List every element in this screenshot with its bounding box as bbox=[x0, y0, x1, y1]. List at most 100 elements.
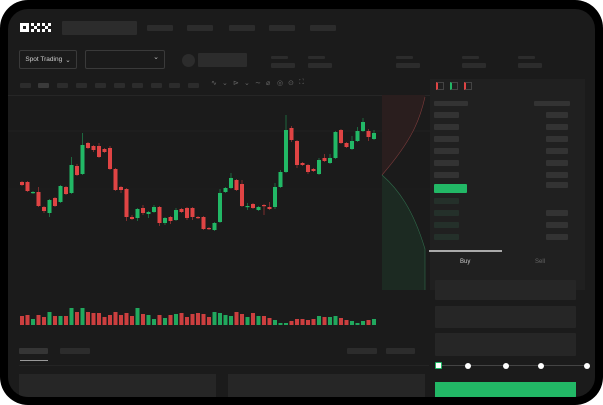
ask-price bbox=[434, 172, 459, 178]
timeframe-button[interactable] bbox=[169, 83, 180, 88]
volume-bar bbox=[185, 317, 189, 325]
chevron-down-icon[interactable]: ⌄ bbox=[244, 80, 250, 87]
order-book-header bbox=[534, 101, 570, 106]
candlestick-chart[interactable] bbox=[8, 9, 430, 329]
fullscreen-icon[interactable]: ⛶ bbox=[299, 79, 304, 86]
bottom-action[interactable] bbox=[347, 348, 377, 354]
candle-body bbox=[306, 165, 310, 172]
tab-order-history[interactable] bbox=[60, 348, 90, 354]
ask-price bbox=[434, 148, 459, 154]
stat-value bbox=[518, 63, 542, 68]
candle-body bbox=[317, 160, 321, 174]
nav-item[interactable] bbox=[187, 25, 213, 31]
tab-open-orders[interactable] bbox=[19, 348, 48, 354]
volume-bar bbox=[355, 323, 360, 325]
candle-body bbox=[218, 193, 222, 222]
slider-stop[interactable] bbox=[503, 363, 509, 369]
timeframe-button[interactable] bbox=[95, 83, 106, 88]
timeframe-button[interactable] bbox=[76, 83, 87, 88]
candle-body bbox=[212, 223, 217, 230]
timeframe-button[interactable] bbox=[151, 83, 162, 88]
candle-body bbox=[245, 206, 250, 208]
order-book-asks-icon[interactable] bbox=[464, 82, 472, 90]
timeframe-button[interactable] bbox=[57, 83, 68, 88]
ask-amount bbox=[546, 182, 568, 188]
volume-bar bbox=[146, 315, 151, 325]
candle-body bbox=[262, 205, 266, 207]
bid-price bbox=[434, 234, 459, 240]
slider-handle[interactable] bbox=[435, 362, 442, 369]
timeframe-button[interactable] bbox=[114, 83, 125, 88]
price-input[interactable] bbox=[435, 280, 576, 300]
tab-sell[interactable]: Sell bbox=[535, 259, 546, 265]
volume-bar bbox=[229, 316, 233, 325]
total-input[interactable] bbox=[435, 333, 576, 356]
timeframe-button[interactable] bbox=[188, 83, 199, 88]
stat-value bbox=[271, 63, 295, 68]
volume-bar bbox=[108, 315, 112, 325]
camera-icon[interactable]: ◎ bbox=[277, 80, 284, 87]
search-bar[interactable] bbox=[62, 21, 137, 35]
volume-bar bbox=[234, 312, 239, 325]
indicator-icon[interactable]: ∿ bbox=[211, 80, 217, 87]
candle-body bbox=[273, 187, 277, 207]
pair-dropdown[interactable]: ⌄ bbox=[85, 50, 165, 69]
bottom-action[interactable] bbox=[386, 348, 415, 354]
candle-body bbox=[80, 145, 85, 174]
nav-item[interactable] bbox=[147, 25, 173, 31]
slider-stop[interactable] bbox=[465, 363, 471, 369]
line-icon[interactable]: ∼ bbox=[255, 80, 261, 87]
volume-bar bbox=[317, 316, 321, 325]
volume-bar bbox=[245, 317, 250, 325]
volume-bar bbox=[256, 316, 261, 325]
buy-button[interactable] bbox=[435, 382, 576, 397]
app-screen: Spot Trading ⌄ ⌄ ∿ ⌄ ⊳ ⌄ ∼ ⌀ ◎ ⊙ ⛶ Buy Sell bbox=[8, 9, 595, 397]
volume-bar bbox=[135, 308, 140, 325]
nav-item[interactable] bbox=[229, 25, 255, 31]
candle-body bbox=[58, 186, 63, 202]
chevron-down-icon[interactable]: ⌄ bbox=[222, 80, 228, 87]
amount-input[interactable] bbox=[435, 306, 576, 328]
volume-bar bbox=[42, 317, 46, 325]
slider-stop[interactable] bbox=[538, 363, 544, 369]
nav-item[interactable] bbox=[310, 25, 336, 31]
candle-body bbox=[97, 146, 101, 157]
candle-body bbox=[20, 182, 24, 185]
timeframe-button[interactable] bbox=[132, 83, 143, 88]
coin-icon bbox=[182, 54, 195, 67]
slider-track[interactable] bbox=[438, 365, 588, 366]
settings-icon[interactable]: ⊙ bbox=[288, 80, 294, 87]
candle-body bbox=[201, 217, 206, 229]
order-book-both-icon[interactable] bbox=[436, 82, 444, 90]
order-book-header bbox=[434, 101, 468, 106]
ruler-icon[interactable]: ⌀ bbox=[266, 80, 271, 87]
candle-body bbox=[372, 133, 376, 139]
volume-bar bbox=[306, 320, 310, 325]
last-price bbox=[434, 184, 467, 193]
candle-body bbox=[64, 187, 68, 194]
bid-amount bbox=[546, 210, 568, 216]
draw-icon[interactable]: ⊳ bbox=[233, 80, 239, 87]
volume-bar bbox=[366, 320, 371, 325]
candle-body bbox=[190, 208, 195, 217]
order-book-bids-icon[interactable] bbox=[450, 82, 458, 90]
slider-stop[interactable] bbox=[584, 363, 590, 369]
nav-item[interactable] bbox=[269, 25, 295, 31]
spot-trading-button[interactable]: Spot Trading ⌄ bbox=[19, 50, 77, 69]
candle-body bbox=[355, 131, 360, 141]
volume-bar bbox=[311, 319, 316, 325]
volume-bar bbox=[64, 316, 68, 325]
ask-price bbox=[434, 112, 459, 118]
orders-panel bbox=[19, 374, 216, 397]
candle-body bbox=[234, 180, 239, 190]
timeframe-button[interactable] bbox=[20, 83, 31, 88]
timeframe-button[interactable] bbox=[38, 83, 49, 88]
volume-bar bbox=[69, 308, 74, 325]
candle-body bbox=[152, 207, 156, 212]
candle-body bbox=[267, 207, 272, 209]
candle-body bbox=[344, 143, 349, 147]
candle-body bbox=[295, 141, 299, 165]
candle-body bbox=[311, 169, 316, 171]
tab-buy[interactable]: Buy bbox=[460, 259, 471, 265]
